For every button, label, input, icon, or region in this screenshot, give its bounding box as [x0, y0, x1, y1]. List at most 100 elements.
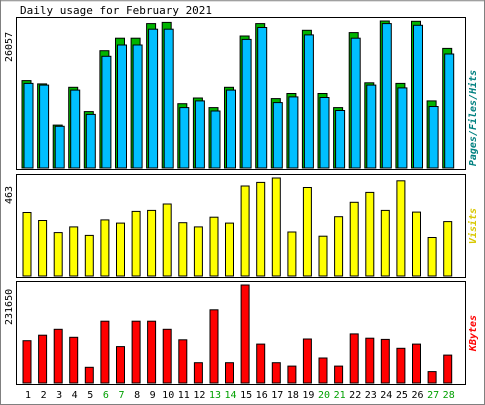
hits-bar — [226, 89, 236, 169]
visits-bar — [443, 221, 453, 277]
x-tick-label: 1 — [25, 390, 31, 401]
x-tick-label: 5 — [87, 390, 93, 401]
visits-bar — [53, 232, 63, 277]
visits-bar — [287, 231, 297, 277]
visits-bar — [240, 185, 250, 277]
kbytes-bar — [225, 362, 234, 384]
x-tick-label: 4 — [72, 390, 78, 401]
hits-bar — [39, 84, 50, 169]
hits-bar — [350, 37, 361, 169]
kbytes-bar — [287, 365, 297, 384]
hits-bar — [413, 24, 423, 169]
hits-bar — [366, 84, 377, 169]
kbytes-bar — [427, 371, 437, 384]
x-tick-label: 20 — [318, 390, 330, 401]
visits-bar — [256, 181, 266, 277]
hits-axis-label: Pages/Files/Hits — [467, 70, 479, 166]
visits-bar — [69, 226, 79, 277]
x-tick-label: 15 — [240, 390, 252, 401]
x-tick-label: 26 — [411, 390, 423, 401]
hits-bar — [148, 28, 159, 169]
visits-bar — [147, 209, 157, 277]
kbytes-bar — [178, 339, 188, 384]
x-tick-labels: 1 2 3 4 5 6 7 8 9 10 11 12 13 14 15 16 17 18 19 20 21 22 23 24 2… — [25, 390, 455, 401]
kbytes-bar — [334, 365, 344, 384]
x-tick-label: 7 — [118, 390, 124, 401]
visits-bar — [349, 201, 359, 277]
kbytes-max-label: 231650 — [4, 289, 15, 325]
visits-bar — [100, 219, 110, 277]
kbytes-bar — [38, 334, 48, 384]
visits-bar — [116, 222, 125, 277]
hits-bar — [163, 28, 174, 169]
hits-bar — [335, 110, 346, 169]
bars-layer — [21, 20, 455, 384]
x-tick-label: 24 — [380, 390, 392, 401]
kbytes-bar — [443, 354, 453, 384]
kbytes-bar — [147, 320, 157, 384]
x-tick-label: 16 — [256, 390, 268, 401]
hits-bar — [444, 53, 455, 169]
kbytes-bar — [69, 336, 79, 384]
hits-bar — [117, 44, 127, 169]
visits-bar — [365, 191, 375, 277]
visits-bar — [225, 222, 234, 277]
kbytes-bar — [412, 343, 421, 384]
kbytes-bar — [256, 343, 266, 384]
x-tick-label: 22 — [349, 390, 361, 401]
hits-bar — [319, 97, 330, 169]
x-tick-label: 3 — [56, 390, 62, 401]
kbytes-bar — [22, 340, 32, 384]
hits-bar — [54, 125, 65, 169]
x-tick-label: 12 — [193, 390, 205, 401]
hits-bar — [303, 34, 314, 169]
hits-bar — [179, 107, 190, 169]
kbytes-bar — [380, 338, 390, 384]
visits-bar — [193, 226, 203, 277]
x-tick-label: 19 — [302, 390, 314, 401]
x-tick-label: 27 — [427, 390, 439, 401]
hits-bar — [194, 100, 205, 169]
kbytes-bar — [365, 337, 375, 384]
hits-bar — [241, 38, 252, 169]
kbytes-bar — [240, 284, 250, 384]
x-tick-label: 2 — [41, 390, 47, 401]
kbytes-bar — [209, 309, 219, 384]
kbytes-bar — [162, 328, 172, 384]
kbytes-bar — [193, 362, 203, 384]
hits-bar — [101, 55, 112, 169]
visits-bar — [84, 234, 94, 277]
kbytes-bar — [396, 347, 406, 384]
x-tick-label: 9 — [150, 390, 156, 401]
kbytes-bar — [131, 320, 141, 384]
visits-bar — [162, 203, 172, 277]
x-tick-label: 25 — [396, 390, 408, 401]
visits-bar — [178, 222, 188, 277]
kbytes-axis-label: KBytes — [468, 315, 479, 352]
x-tick-label: 28 — [443, 390, 455, 401]
kbytes-bar — [271, 362, 281, 384]
x-tick-label: 21 — [334, 390, 346, 401]
hits-bar — [257, 27, 268, 169]
visits-axis-label: Visits — [467, 208, 479, 244]
visits-bar — [334, 216, 344, 277]
x-tick-label: 14 — [224, 390, 236, 401]
kbytes-bar — [100, 320, 110, 384]
visits-bar — [131, 210, 141, 277]
chart-title: Daily usage for February 2021 — [20, 4, 212, 17]
hits-bar — [85, 113, 96, 169]
kbytes-bar — [318, 357, 328, 384]
visits-bar — [380, 209, 390, 277]
visits-bar — [412, 211, 421, 277]
x-tick-label: 17 — [271, 390, 283, 401]
visits-bar — [318, 235, 328, 277]
kbytes-bar — [84, 366, 94, 384]
kbytes-bar — [349, 333, 359, 384]
visits-bar — [427, 237, 437, 277]
hits-bar — [428, 106, 439, 169]
hits-bar — [210, 110, 221, 169]
x-tick-label: 11 — [178, 390, 190, 401]
kbytes-bar — [302, 338, 312, 384]
